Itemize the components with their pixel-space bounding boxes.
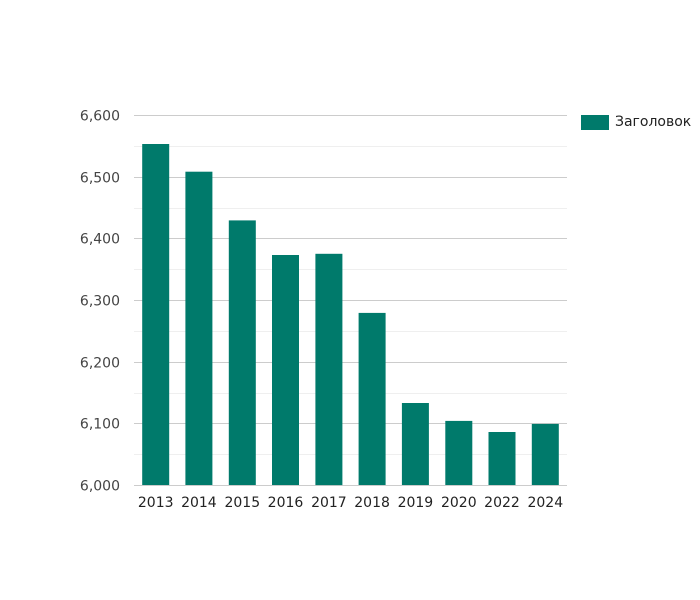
x-tick-label: 2014 bbox=[181, 495, 217, 511]
bar-2024 bbox=[531, 423, 559, 485]
bar-2017 bbox=[315, 253, 343, 486]
y-tick-label: 6,100 bbox=[80, 417, 120, 433]
x-tick-label: 2013 bbox=[138, 495, 174, 511]
y-tick-label: 6,400 bbox=[80, 232, 120, 248]
y-tick-label: 6,600 bbox=[80, 109, 120, 125]
legend-label: Заголовок bbox=[615, 114, 692, 130]
bar-2013 bbox=[142, 144, 170, 485]
bar-2015 bbox=[228, 220, 256, 485]
legend-swatch bbox=[581, 114, 609, 130]
legend: Заголовок bbox=[581, 114, 691, 130]
x-axis: 2013 2014 2015 2016 2017 2018 2019 2020 2022 2024 bbox=[138, 495, 563, 511]
bar-2020 bbox=[445, 420, 473, 485]
x-tick-label: 2024 bbox=[527, 495, 563, 511]
x-tick-label: 2015 bbox=[224, 495, 260, 511]
x-tick-label: 2017 bbox=[311, 495, 347, 511]
bar-2019 bbox=[401, 403, 429, 485]
y-tick-label: 6,000 bbox=[80, 479, 120, 495]
bar-2016 bbox=[272, 255, 299, 485]
x-tick-label: 2019 bbox=[398, 495, 434, 511]
x-tick-label: 2020 bbox=[441, 495, 477, 511]
bar-2014 bbox=[185, 171, 213, 485]
y-axis: 6,000 6,100 6,200 6,300 6,400 6,500 6,600 bbox=[80, 109, 120, 495]
bar-2018 bbox=[358, 312, 386, 485]
x-tick-label: 2022 bbox=[484, 495, 520, 511]
x-tick-label: 2016 bbox=[268, 495, 304, 511]
x-tick-label: 2018 bbox=[354, 495, 390, 511]
y-tick-label: 6,300 bbox=[80, 294, 120, 310]
y-tick-label: 6,500 bbox=[80, 171, 120, 187]
y-tick-label: 6,200 bbox=[80, 356, 120, 372]
bars bbox=[142, 144, 559, 486]
bar-2022 bbox=[488, 432, 516, 485]
